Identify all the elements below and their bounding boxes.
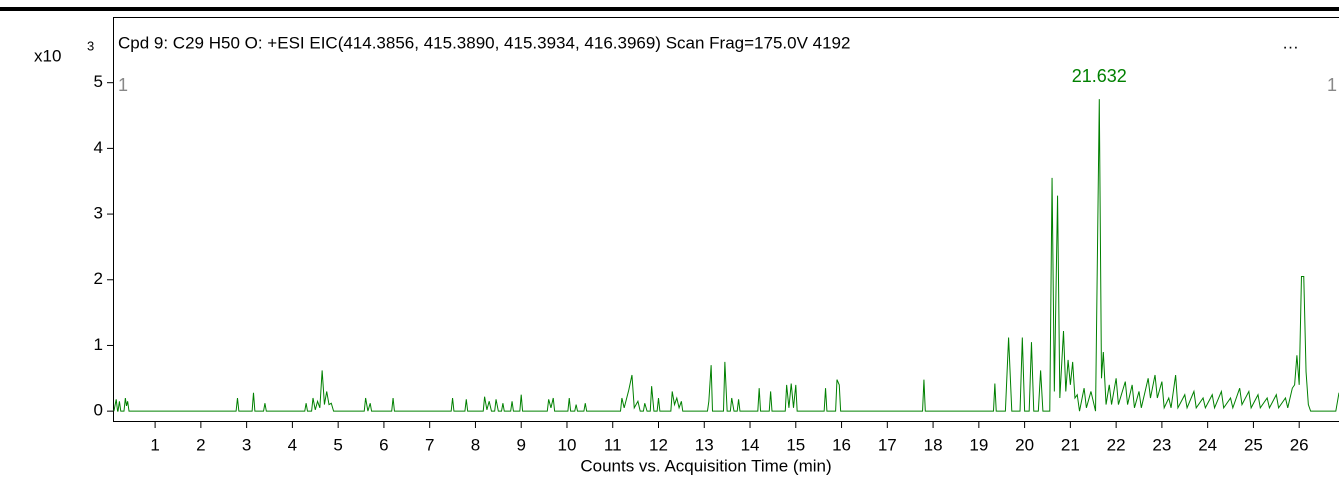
x-tick-label: 4 [288,435,297,454]
y-multiplier: x10 [34,46,61,65]
peak-label: 21.632 [1072,66,1127,86]
y-tick-label: 2 [94,269,103,288]
x-tick-label: 17 [878,435,897,454]
x-tick-label: 19 [969,435,988,454]
x-axis-label: Counts vs. Acquisition Time (min) [580,456,831,475]
x-tick-label: 10 [558,435,577,454]
x-tick-label: 20 [1015,435,1034,454]
trace [113,99,1339,412]
x-tick-label: 6 [379,435,388,454]
x-tick-label: 9 [516,435,525,454]
x-tick-label: 8 [471,435,480,454]
x-tick-label: 2 [196,435,205,454]
x-tick-label: 26 [1290,435,1309,454]
corner-label: 1 [118,75,128,95]
y-exponent: 3 [87,38,94,53]
title-overflow: … [1282,33,1299,52]
x-tick-label: 3 [242,435,251,454]
x-tick-label: 5 [333,435,342,454]
x-tick-label: 11 [604,435,622,454]
x-tick-label: 15 [786,435,805,454]
x-tick-label: 13 [695,435,714,454]
top-bar [0,7,1339,11]
y-tick-label: 1 [94,335,103,354]
y-tick-label: 0 [94,401,103,420]
x-tick-label: 21 [1061,435,1080,454]
x-tick-label: 7 [425,435,434,454]
y-tick-label: 3 [94,204,103,223]
chart-title: Cpd 9: C29 H50 O: +ESI EIC(414.3856, 415… [118,33,850,52]
x-tick-label: 24 [1198,435,1217,454]
x-tick-label: 16 [832,435,851,454]
x-tick-label: 12 [649,435,668,454]
x-tick-label: 14 [741,435,760,454]
y-tick-label: 5 [94,72,103,91]
x-tick-label: 1 [150,435,159,454]
x-tick-label: 22 [1107,435,1126,454]
x-tick-label: 18 [924,435,943,454]
corner-label: 1 [1327,75,1337,95]
y-tick-label: 4 [94,138,103,157]
x-tick-label: 23 [1152,435,1171,454]
x-tick-label: 25 [1244,435,1263,454]
